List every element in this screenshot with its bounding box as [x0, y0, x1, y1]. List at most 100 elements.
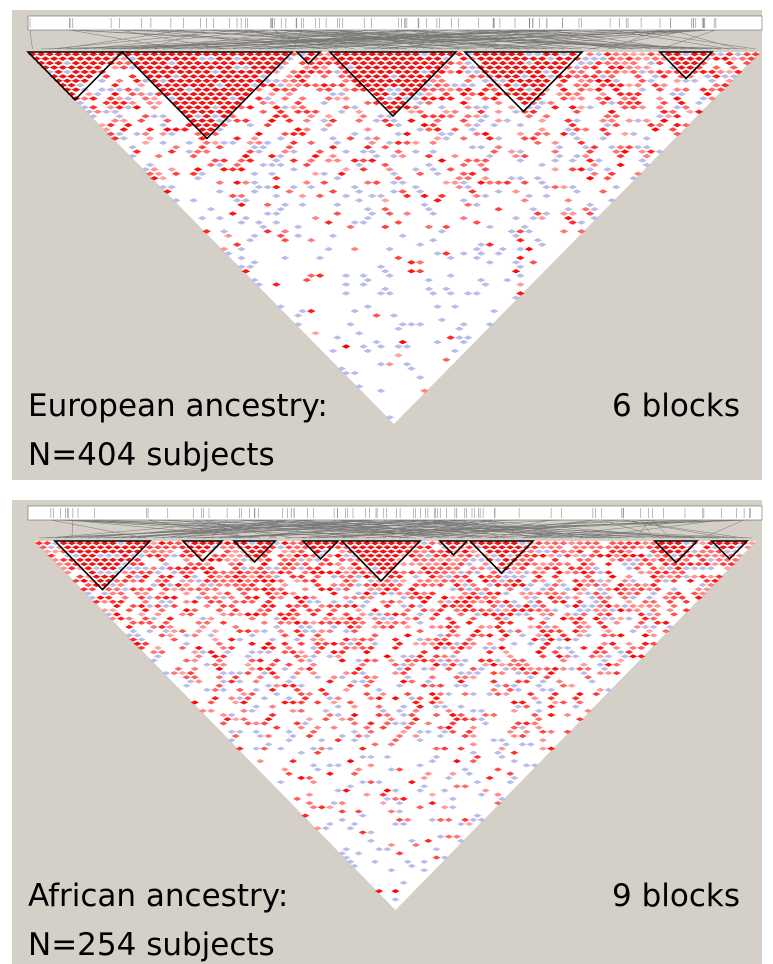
ld-cell — [481, 545, 490, 550]
ld-cell — [317, 570, 326, 575]
ld-cell — [620, 69, 630, 75]
ld-cell — [309, 805, 318, 810]
ld-cell — [579, 645, 589, 651]
ld-cell — [293, 322, 303, 327]
ld-cell — [354, 109, 364, 114]
ld-cell — [493, 541, 503, 546]
ld-cell — [645, 595, 654, 600]
ld-cell — [80, 545, 89, 550]
ld-cell — [186, 587, 195, 592]
ld-cell — [616, 65, 625, 70]
ld-cell — [194, 645, 203, 651]
ld-cell — [354, 733, 363, 739]
ld-cell — [567, 666, 576, 671]
ld-cell — [211, 60, 220, 66]
ld-cell — [268, 637, 277, 642]
ld-cell — [402, 96, 412, 101]
ld-cell — [432, 654, 441, 659]
ld-cell — [681, 60, 691, 66]
ld-cell — [542, 114, 551, 119]
ld-cell — [207, 582, 216, 588]
ld-cell — [346, 322, 355, 327]
ld-cell — [391, 897, 400, 902]
ld-cell — [398, 339, 408, 345]
ld-cell — [202, 662, 212, 667]
ld-cell — [510, 566, 519, 571]
ld-cell — [567, 566, 576, 571]
ld-cell — [376, 96, 386, 101]
ld-cell — [526, 549, 535, 554]
ld-cell — [380, 83, 390, 88]
ld-cell — [67, 65, 76, 70]
ld-cell — [590, 56, 599, 61]
ld-cell — [577, 105, 586, 110]
ld-cell — [530, 553, 539, 558]
ld-cell — [301, 603, 310, 609]
ld-cell — [472, 246, 482, 252]
ld-cell — [616, 549, 625, 554]
ld-cell — [153, 645, 162, 651]
ld-cell — [590, 207, 599, 212]
ld-cell — [437, 60, 447, 66]
ld-cell — [511, 56, 521, 61]
ld-cell — [469, 541, 478, 546]
ld-cell — [437, 78, 447, 83]
ld-cell — [672, 60, 682, 66]
ld-cell — [571, 612, 580, 617]
ld-cell — [510, 658, 519, 663]
ld-cell — [575, 599, 584, 604]
ld-cell — [387, 599, 396, 604]
ld-cell — [551, 591, 560, 596]
ld-cell — [712, 74, 721, 79]
ld-cell — [395, 666, 404, 671]
ld-cell — [102, 56, 111, 61]
ld-cell — [311, 109, 320, 114]
ld-cell — [590, 74, 599, 79]
ld-cell — [243, 721, 253, 726]
ld-cell — [137, 570, 146, 575]
ld-cell — [489, 679, 498, 684]
ld-cell — [241, 269, 251, 274]
ld-cell — [620, 561, 630, 567]
ld-cell — [550, 69, 560, 75]
ld-cell — [465, 670, 474, 676]
ld-cell — [637, 553, 646, 558]
ld-cell — [403, 666, 412, 671]
ld-cell — [649, 574, 658, 579]
ld-cell — [424, 162, 434, 168]
ld-cell — [366, 696, 376, 701]
ld-cell — [325, 570, 335, 575]
ld-cell — [448, 578, 457, 583]
ld-cell — [350, 821, 359, 827]
ld-cell — [538, 553, 548, 558]
ld-cell — [522, 587, 531, 592]
ld-cell — [145, 56, 155, 61]
ld-cell — [465, 620, 474, 625]
ld-cell — [452, 633, 462, 638]
ld-cell — [633, 100, 643, 106]
ld-cell — [301, 813, 310, 818]
ld-cell — [350, 308, 360, 314]
ld-cell — [493, 574, 503, 579]
ld-cell — [391, 570, 400, 575]
ld-cell — [80, 69, 89, 75]
ld-cell — [333, 211, 342, 216]
ld-cell — [329, 700, 339, 705]
ld-cell — [254, 140, 264, 145]
ld-cell — [341, 193, 351, 199]
ld-cell — [163, 74, 172, 79]
ld-cell — [267, 56, 277, 61]
ld-cell — [420, 641, 429, 646]
ld-cell — [219, 105, 229, 110]
ld-cell — [571, 603, 580, 609]
ld-cell — [440, 805, 449, 810]
ld-cell — [116, 599, 126, 604]
ld-cell — [507, 176, 516, 181]
ld-cell — [112, 570, 122, 575]
ld-cell — [219, 687, 228, 692]
ld-cell — [93, 65, 103, 70]
ld-cell — [481, 114, 490, 119]
ld-cell — [167, 149, 177, 154]
ld-cell — [481, 612, 490, 617]
ld-cell — [579, 545, 589, 550]
